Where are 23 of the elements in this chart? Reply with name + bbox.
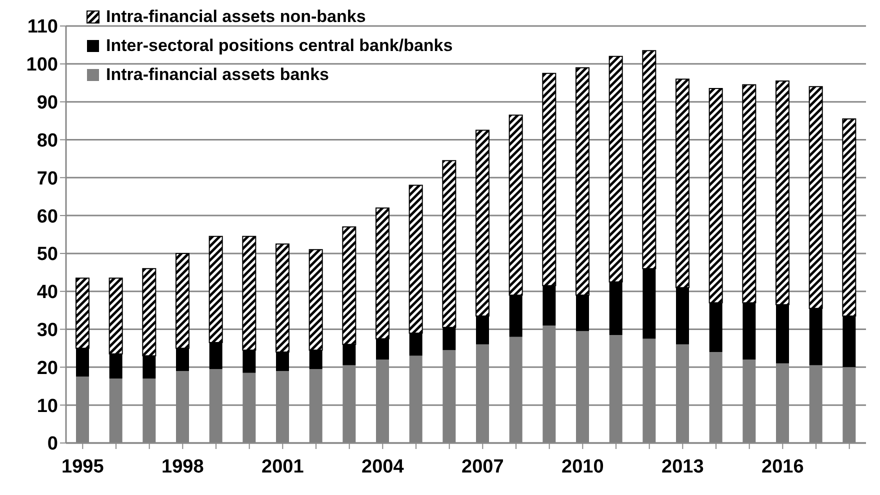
x-tick-label: 2007: [462, 456, 504, 478]
y-tick-label: 0: [47, 434, 58, 455]
y-tick-label: 50: [36, 244, 58, 266]
x-tick-label: 2016: [762, 456, 804, 478]
y-tick-label: 70: [36, 168, 58, 190]
y-tick-label: 10: [36, 396, 58, 417]
legend-label: Intra-financial assets banks: [106, 64, 329, 84]
legend-label: Inter-sectoral positions central bank/banks: [106, 36, 453, 56]
y-tick-label: 20: [36, 358, 58, 379]
y-tick-label: 80: [36, 130, 58, 152]
y-tick-label: 110: [27, 16, 58, 38]
x-tick-label: 1995: [62, 456, 104, 478]
y-tick-label: 100: [26, 54, 58, 76]
y-tick-label: 30: [36, 320, 58, 342]
legend-label: Intra-financial assets non-banks: [106, 6, 366, 26]
x-tick-label: 2004: [362, 456, 404, 478]
y-tick-label: 40: [36, 282, 58, 304]
y-tick-label: 90: [36, 92, 58, 114]
x-tick-label: 1998: [162, 456, 204, 478]
y-tick-label: 60: [36, 206, 58, 228]
x-tick-label: 2013: [662, 456, 704, 478]
x-tick-label: 2010: [562, 456, 604, 478]
x-tick-label: 2001: [262, 456, 304, 478]
